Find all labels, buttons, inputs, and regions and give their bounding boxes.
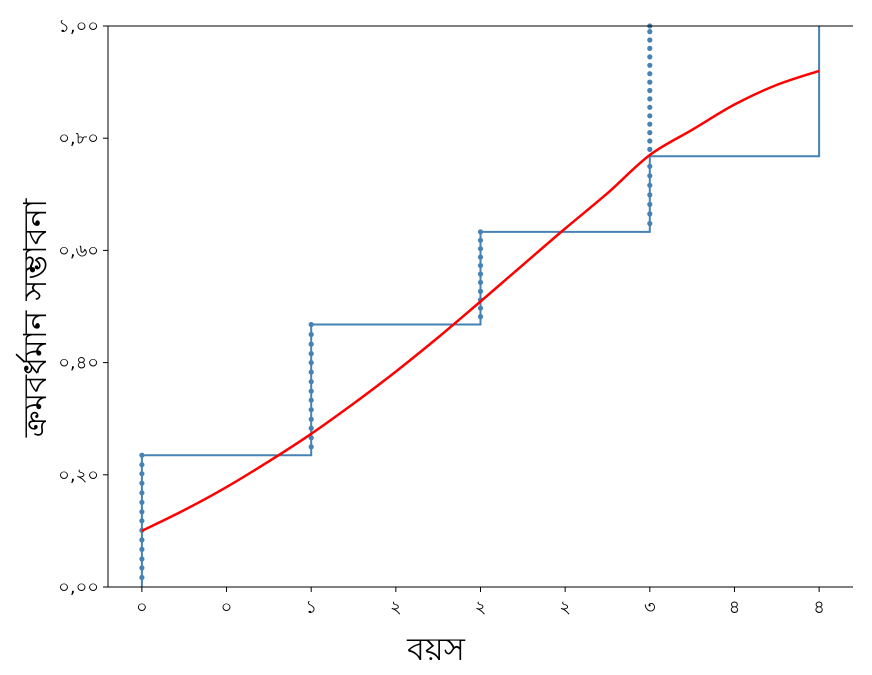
plot-area <box>139 23 821 587</box>
ecdf-point <box>647 96 653 102</box>
ecdf-point <box>477 279 484 285</box>
x-tick-label: ২ <box>559 597 571 618</box>
ecdf-point <box>139 509 145 515</box>
ecdf-point <box>139 574 145 581</box>
ecdf-point <box>647 62 653 68</box>
ecdf-point <box>647 220 653 227</box>
ecdf-point <box>477 237 484 243</box>
ecdf-point <box>139 462 145 468</box>
x-tick-label: ২ <box>475 597 487 618</box>
ecdf-point <box>139 490 145 496</box>
x-tick-label: ৩ <box>644 597 656 618</box>
ecdf-point <box>308 416 314 422</box>
y-tick-label: ০,৮০ <box>58 128 99 149</box>
ecdf-point <box>477 305 484 311</box>
x-tick-label: ১ <box>305 597 317 618</box>
ecdf-point <box>647 146 653 152</box>
ecdf-point <box>647 113 653 119</box>
ecdf-point <box>139 452 145 458</box>
ecdf-point <box>139 565 145 571</box>
ecdf-point <box>647 29 653 35</box>
ecdf-point <box>647 130 653 136</box>
x-tick-label: ০ <box>221 597 233 618</box>
ecdf-point <box>647 182 653 188</box>
y-tick-label: ১,০০ <box>58 16 99 37</box>
smooth-cdf-line <box>141 69 820 533</box>
ecdf-point <box>477 288 484 294</box>
ecdf-point <box>477 271 484 277</box>
ecdf-point <box>647 211 653 217</box>
ecdf-step-line <box>140 26 821 587</box>
ecdf-point <box>477 246 484 252</box>
x-tick-label: ০ <box>136 597 148 618</box>
ecdf-point <box>647 54 653 60</box>
ecdf-point <box>477 314 484 320</box>
y-axis-title: ক্রমবর্ধমান সম্ভাবনা <box>16 198 54 438</box>
ecdf-point <box>647 201 653 207</box>
ecdf-point <box>308 331 314 338</box>
ecdf-point <box>647 121 653 127</box>
ecdf-point <box>308 397 314 403</box>
ecdf-point <box>308 425 314 431</box>
ecdf-point <box>477 254 484 260</box>
y-tick-label: ০,৪০ <box>58 353 99 374</box>
ecdf-point <box>308 341 314 347</box>
ecdf-point <box>308 435 314 441</box>
y-tick-label: ০,২০ <box>58 465 99 486</box>
ecdf-point <box>647 79 653 85</box>
ecdf-point <box>139 471 145 477</box>
ecdf-point <box>308 407 314 413</box>
ecdf-point <box>647 192 653 198</box>
ecdf-point <box>477 229 484 235</box>
ecdf-point <box>139 537 145 543</box>
y-tick-label: ০,০০ <box>58 577 99 598</box>
ecdf-point <box>139 546 145 553</box>
x-axis-title: বয়স <box>406 630 466 668</box>
ecdf-point <box>139 480 145 486</box>
ecdf-point <box>308 369 314 375</box>
ecdf-point <box>647 104 653 110</box>
ecdf-point <box>308 388 314 394</box>
ecdf-point <box>308 321 314 328</box>
ecdf-point <box>477 262 484 269</box>
ecdf-point <box>647 71 653 77</box>
ecdf-point <box>647 37 653 43</box>
ecdf-point <box>647 163 653 169</box>
ecdf-point <box>139 518 145 524</box>
x-tick-label: ৪ <box>729 597 741 618</box>
ecdf-point <box>308 379 314 385</box>
axes: ০,০০ ০,২০ ০,৪০ ০,৬০ ০,৮০ ১,০০ ০ ০ ১ ২ ২ ২ ৩ ৪ ৪ <box>58 16 853 618</box>
ecdf-point <box>139 556 145 562</box>
ecdf-point <box>139 499 145 505</box>
x-tick-label: ২ <box>390 597 402 618</box>
y-tick-label: ০,৬০ <box>58 240 99 261</box>
ecdf-point <box>647 45 653 52</box>
ecdf-point <box>308 444 314 450</box>
x-tick-label: ৪ <box>813 597 825 618</box>
ecdf-point <box>647 173 653 179</box>
ecdf-point <box>308 351 314 357</box>
ecdf-point <box>647 87 653 94</box>
ecdf-point <box>647 138 653 144</box>
ecdf-point <box>308 360 314 366</box>
